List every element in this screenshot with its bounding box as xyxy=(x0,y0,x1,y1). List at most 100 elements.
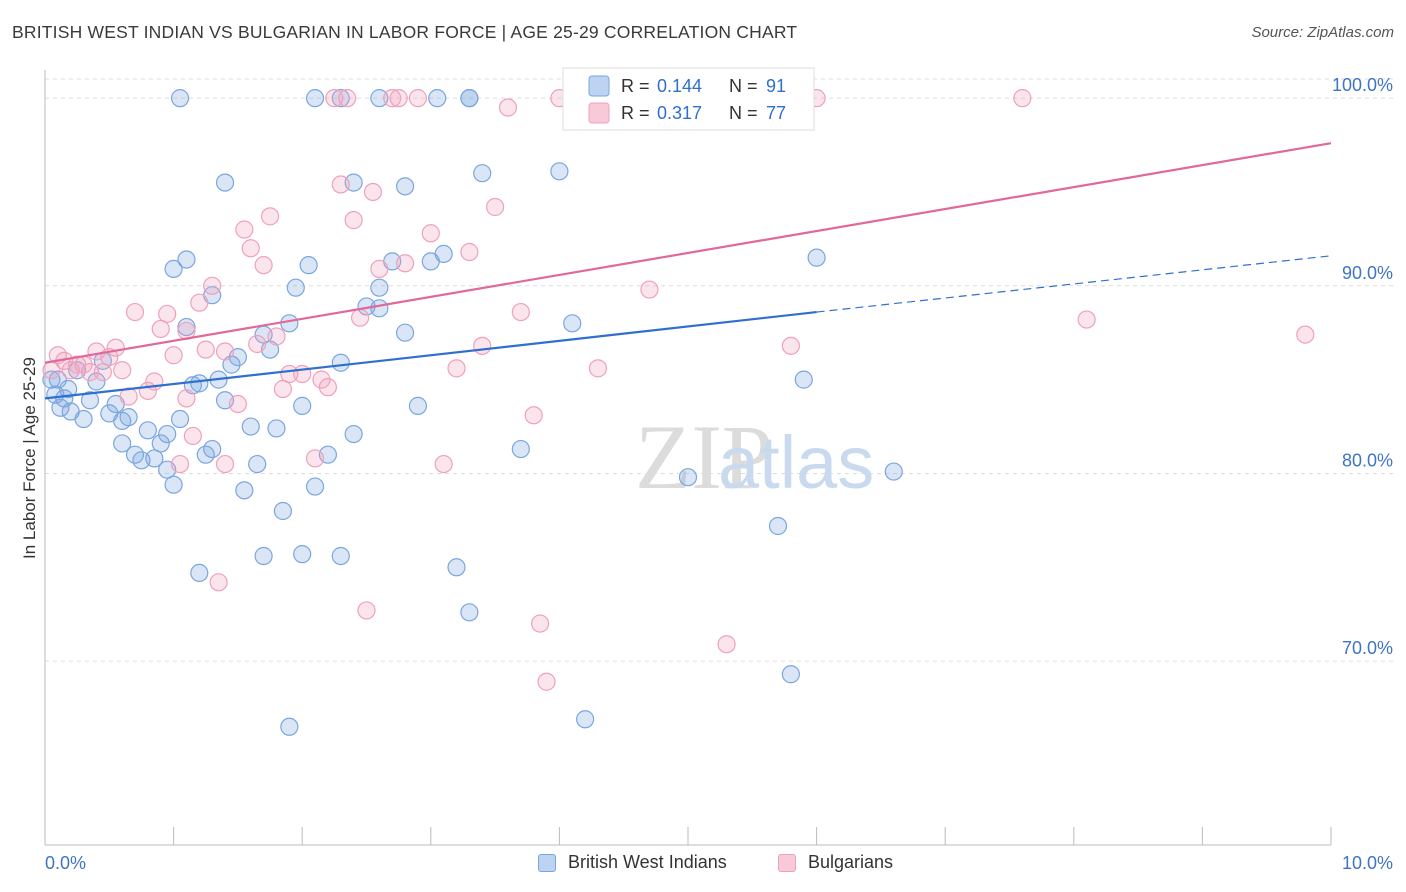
data-point xyxy=(473,164,492,183)
data-point xyxy=(363,182,383,202)
data-point xyxy=(305,449,325,468)
data-point xyxy=(267,419,286,438)
data-point xyxy=(781,665,800,684)
data-point xyxy=(164,346,183,365)
data-point xyxy=(248,334,267,354)
data-point xyxy=(350,308,370,327)
data-point xyxy=(177,250,196,269)
stats-legend: R = 0.144 N = 91 R = 0.317 N = 77 xyxy=(562,67,815,131)
data-point xyxy=(106,338,125,357)
data-point xyxy=(434,454,453,474)
data-point xyxy=(338,89,357,108)
data-point xyxy=(383,89,402,108)
data-point xyxy=(331,89,350,108)
series-british-west-indians xyxy=(42,89,903,736)
data-point xyxy=(235,481,254,500)
data-point xyxy=(428,89,447,108)
data-point xyxy=(260,207,280,226)
data-point xyxy=(170,409,190,429)
data-point xyxy=(640,280,659,299)
data-point xyxy=(280,314,299,333)
data-point xyxy=(203,276,222,295)
data-point xyxy=(331,546,350,566)
data-point xyxy=(884,462,903,481)
trend-lines xyxy=(44,142,1332,400)
data-point xyxy=(794,370,813,389)
source-label: Source: ZipAtlas.com xyxy=(1251,24,1394,41)
legend-n-value: 91 xyxy=(766,76,786,96)
data-point xyxy=(460,89,479,108)
legend-n-value: 77 xyxy=(766,103,786,123)
data-point xyxy=(145,449,164,468)
data-point xyxy=(370,278,389,297)
data-point xyxy=(241,239,260,258)
legend-r-label: R = xyxy=(621,76,650,96)
data-point xyxy=(325,89,344,108)
data-point xyxy=(434,244,453,263)
data-point xyxy=(125,302,145,322)
data-point xyxy=(170,89,190,108)
trend-line-extension xyxy=(816,255,1332,313)
legend-label: British West Indians xyxy=(568,852,727,872)
y-tick-label: 100.0% xyxy=(1332,75,1393,95)
legend-n-label: N = xyxy=(729,103,758,123)
data-point xyxy=(241,417,260,436)
chart-title: BRITISH WEST INDIAN VS BULGARIAN IN LABO… xyxy=(12,22,798,42)
data-point xyxy=(87,372,106,391)
data-point xyxy=(395,323,415,342)
data-point xyxy=(113,361,132,380)
legend-item-british-west-indians[interactable]: British West Indians xyxy=(538,852,727,873)
data-point xyxy=(235,220,254,239)
data-point xyxy=(273,379,293,399)
data-point xyxy=(305,89,325,108)
data-point xyxy=(80,363,100,382)
data-point xyxy=(228,394,247,414)
data-point xyxy=(498,98,518,117)
y-tick-label: 80.0% xyxy=(1342,450,1393,470)
data-point xyxy=(151,434,170,453)
legend-item-bulgarians[interactable]: Bulgarians xyxy=(778,852,893,873)
data-point xyxy=(113,434,132,453)
data-point xyxy=(293,545,312,564)
data-point xyxy=(93,363,112,382)
data-point xyxy=(370,299,389,318)
data-point xyxy=(370,89,389,108)
data-point xyxy=(344,424,363,444)
trend-line xyxy=(44,310,817,400)
data-point xyxy=(280,717,299,736)
data-point xyxy=(550,162,569,181)
data-point xyxy=(460,603,479,622)
data-point xyxy=(588,359,608,378)
data-point xyxy=(248,454,267,474)
data-point xyxy=(293,396,312,415)
data-point xyxy=(170,454,190,474)
data-point xyxy=(395,254,415,273)
data-point xyxy=(447,359,466,378)
data-point xyxy=(1296,325,1315,344)
data-point xyxy=(344,211,363,230)
data-point xyxy=(164,475,183,494)
data-point xyxy=(511,302,530,322)
legend-swatch-blue xyxy=(588,75,610,97)
data-point xyxy=(190,293,209,312)
data-point xyxy=(768,516,788,536)
data-point xyxy=(389,89,408,108)
data-point xyxy=(254,546,273,566)
data-point xyxy=(305,477,325,496)
data-point xyxy=(331,353,350,372)
trend-line xyxy=(44,142,1332,364)
data-point xyxy=(421,224,440,243)
data-point xyxy=(408,89,428,108)
data-point xyxy=(190,374,209,393)
data-point xyxy=(215,173,235,192)
data-point xyxy=(80,391,100,410)
x-tick-label: 0.0% xyxy=(45,853,86,873)
data-point xyxy=(209,573,228,592)
watermark-zip: ZIP xyxy=(635,406,773,508)
bottom-legend: British West Indians Bulgarians xyxy=(0,852,1406,878)
data-point xyxy=(563,314,582,333)
y-tick-labels: 70.0% 80.0% 90.0% 100.0% xyxy=(1332,75,1393,658)
legend-swatch-blue xyxy=(538,853,556,872)
legend-r-label: R = xyxy=(621,103,650,123)
